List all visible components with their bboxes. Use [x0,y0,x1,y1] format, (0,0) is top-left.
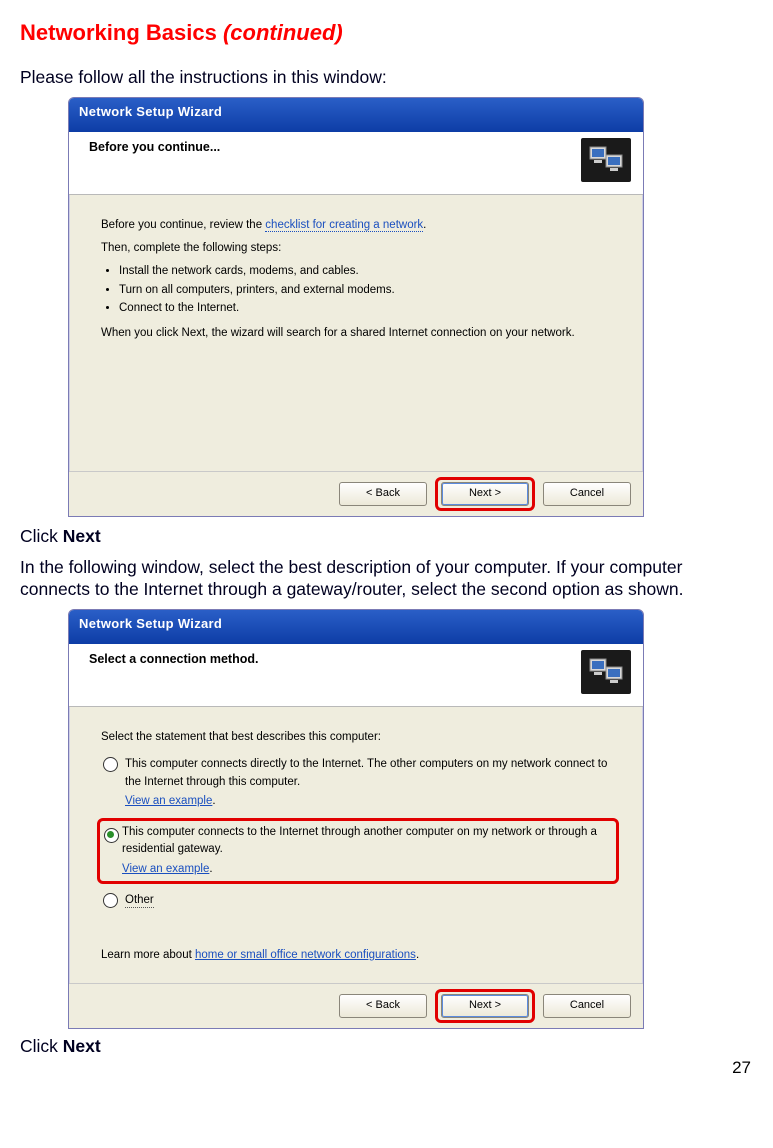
learn-more-link[interactable]: home or small office network configurati… [195,949,416,961]
label: < Back [366,999,400,1011]
back-button[interactable]: < Back [339,994,427,1018]
wizard1-header: Before you continue... [69,132,643,195]
wizard1-line3: When you click Next, the wizard will sea… [101,325,615,342]
next-button-highlight: Next > [435,477,535,511]
wizard1-line2: Then, complete the following steps: [101,240,615,257]
click-next-1: Click Next [20,525,753,548]
text: Click [20,526,63,546]
checklist-link[interactable]: checklist for creating a network [265,219,423,232]
cancel-button[interactable]: Cancel [543,994,631,1018]
wizard1-header-title: Before you continue... [89,140,629,154]
back-button[interactable]: < Back [339,482,427,506]
mid-instruction: In the following window, select the best… [20,556,753,602]
page-number: 27 [732,1058,751,1078]
wizard-select-connection: Network Setup Wizard Select a connection… [68,609,644,1029]
wizard2-header-title: Select a connection method. [89,652,629,666]
option-through-gateway[interactable]: This computer connects to the Internet t… [97,818,619,884]
text: Before you continue, review the [101,219,265,231]
wizard2-titlebar: Network Setup Wizard [69,610,643,644]
label: View an example [122,863,209,875]
wizard1-titlebar: Network Setup Wizard [69,98,643,132]
next-button[interactable]: Next > [441,482,529,506]
bullet-item: Install the network cards, modems, and c… [119,263,615,280]
radio-icon [104,828,119,843]
learn-more: Learn more about home or small office ne… [101,947,615,964]
bullet-item: Connect to the Internet. [119,300,615,317]
network-computers-icon [581,138,631,182]
option3-text: Other [125,894,154,908]
radio-icon [103,757,118,772]
wizard2-button-bar: < Back Next > Cancel [69,983,643,1028]
wizard2-lead: Select the statement that best describes… [101,729,615,746]
label: Next > [469,999,501,1011]
network-computers-icon [581,650,631,694]
option1-text: This computer connects directly to the I… [125,756,611,791]
wizard1-content: Before you continue, review the checklis… [69,195,643,471]
wizard1-button-bar: < Back Next > Cancel [69,471,643,516]
label: Cancel [570,487,604,499]
bold-text: Next [63,526,101,546]
wizard-before-you-continue: Network Setup Wizard Before you continue… [68,97,644,517]
option-other[interactable]: Other [101,888,615,913]
option2-text: This computer connects to the Internet t… [122,824,612,859]
view-example-link[interactable]: View an example [122,861,209,878]
text: . [209,863,212,875]
text: Click [20,1036,63,1056]
text: . [212,795,215,807]
text: Learn more about [101,949,195,961]
wizard1-line1: Before you continue, review the checklis… [101,217,615,234]
next-button[interactable]: Next > [441,994,529,1018]
radio-icon [103,893,118,908]
text: . [423,219,426,231]
click-next-2: Click Next [20,1035,753,1058]
page-heading: Networking Basics (continued) [20,20,753,46]
wizard2-header: Select a connection method. [69,644,643,707]
bullet-item: Turn on all computers, printers, and ext… [119,282,615,299]
heading-italic: (continued) [223,20,343,45]
label: Next > [469,487,501,499]
next-button-highlight: Next > [435,989,535,1023]
heading-main: Networking Basics [20,20,223,45]
bold-text: Next [63,1036,101,1056]
label: Cancel [570,999,604,1011]
label: View an example [125,795,212,807]
cancel-button[interactable]: Cancel [543,482,631,506]
wizard1-bullets: Install the network cards, modems, and c… [101,263,615,317]
text: . [416,949,419,961]
label: < Back [366,487,400,499]
wizard2-content: Select the statement that best describes… [69,707,643,983]
view-example-link[interactable]: View an example [125,793,212,810]
intro-text: Please follow all the instructions in th… [20,66,753,89]
option-direct-connection[interactable]: This computer connects directly to the I… [101,752,615,814]
